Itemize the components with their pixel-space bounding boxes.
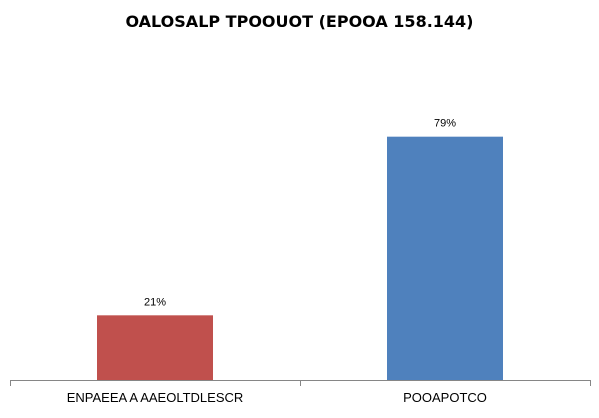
- bar-1: [97, 315, 213, 380]
- bar-2: [387, 136, 503, 380]
- category-label-2: POOAPOTCO: [403, 390, 487, 405]
- data-label-1: 21%: [144, 296, 166, 308]
- data-label-2: 79%: [434, 118, 456, 130]
- chart-title: OALOSALP TPOOUOT (EPOOA 158.144): [125, 12, 474, 31]
- labels-group: 21% ENPAEEA A AAEOLTDLESCR 79% POOAPOTCO: [67, 118, 487, 405]
- category-label-1: ENPAEEA A AAEOLTDLESCR: [67, 390, 244, 405]
- bars-group: [97, 136, 503, 380]
- x-axis: [10, 380, 591, 386]
